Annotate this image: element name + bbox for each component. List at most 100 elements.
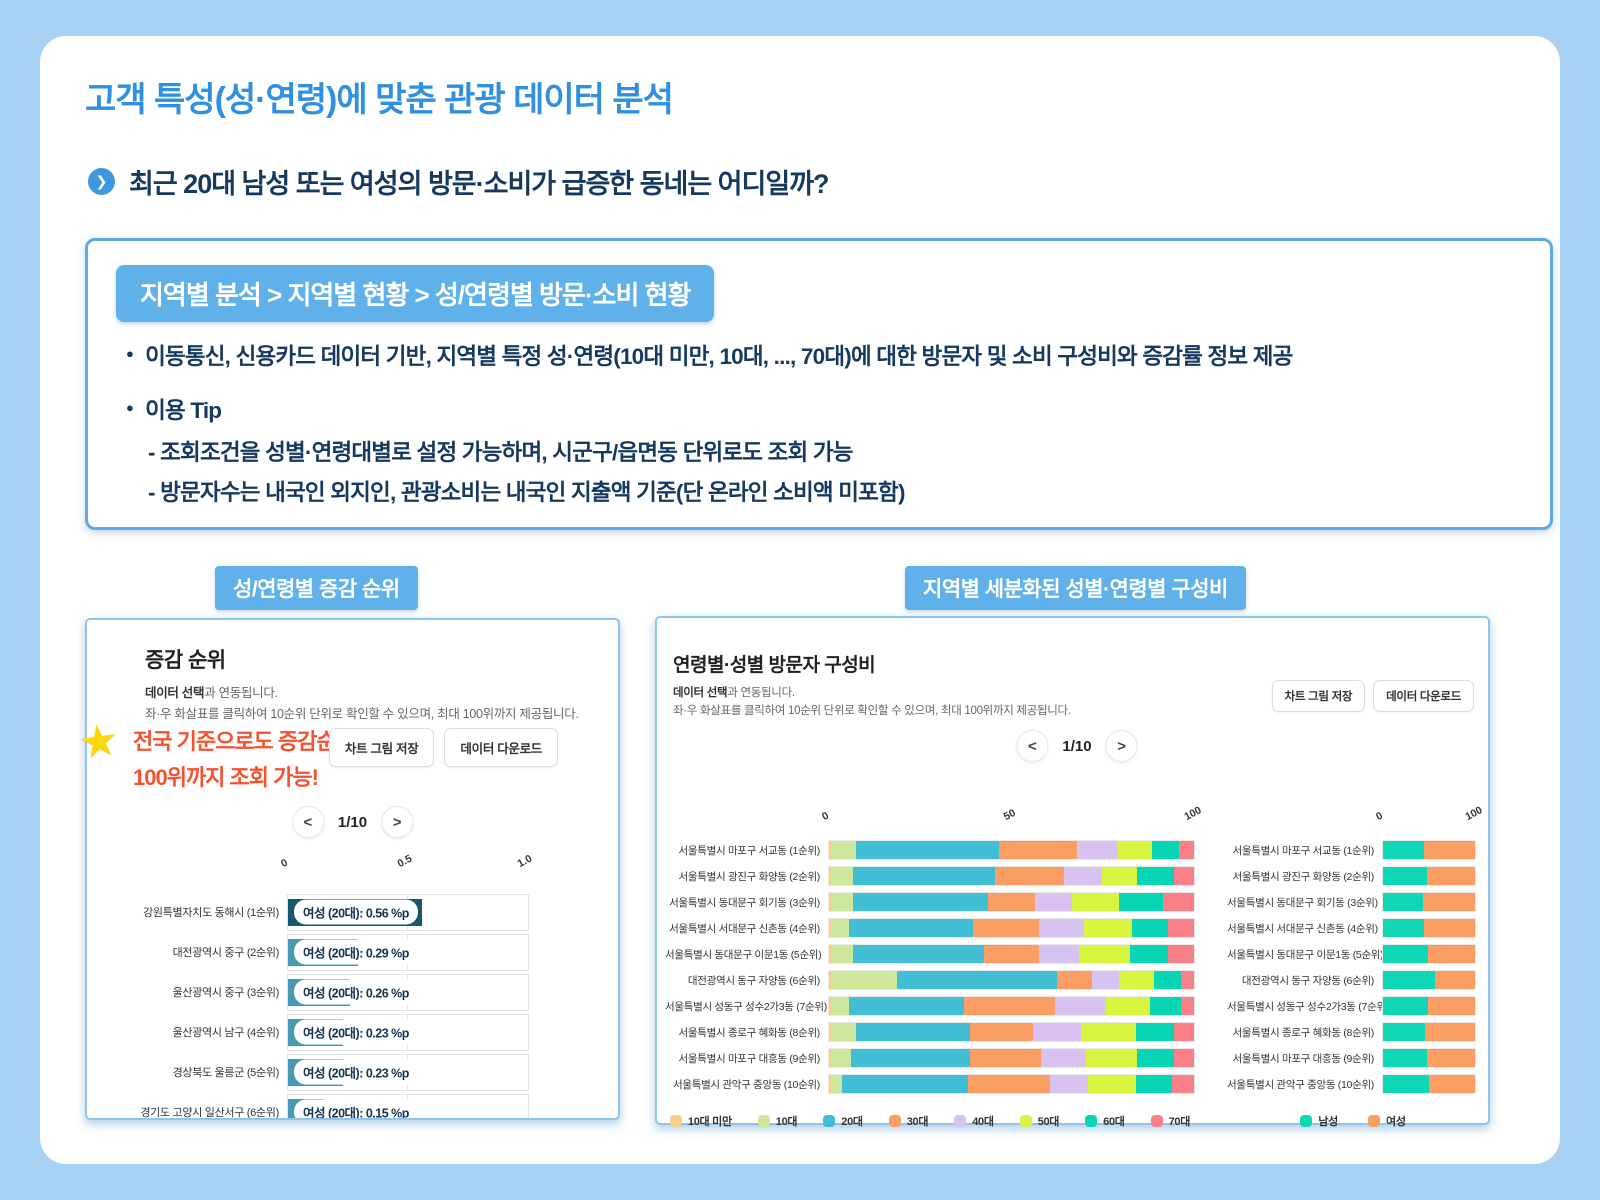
bar-segment bbox=[1181, 971, 1194, 989]
bar-segment bbox=[829, 997, 831, 1015]
legend-label: 10대 bbox=[775, 1116, 798, 1128]
region-label: 서울특별시 종로구 혜화동 (8순위) bbox=[678, 1026, 821, 1039]
bar-segment bbox=[829, 867, 831, 885]
bar-segment bbox=[830, 919, 850, 937]
bar-track: 여성 (20대): 0.23 %p bbox=[287, 1013, 529, 1051]
data-download-button[interactable]: 데이터 다운로드 bbox=[1373, 680, 1474, 712]
stacked-bar-track bbox=[828, 1048, 1195, 1068]
rank-axis: 0 0.5 1.0 bbox=[279, 850, 534, 870]
bar-segment bbox=[830, 945, 853, 963]
bar-segment bbox=[1173, 1023, 1194, 1041]
bar-segment bbox=[1425, 1023, 1475, 1041]
bar-segment bbox=[1383, 841, 1425, 859]
rank-panel: 증감 순위 데이터 선택과 연동됩니다. 좌·우 화살표를 클릭하여 10순위 … bbox=[76, 618, 620, 1120]
legend-item: 70대 bbox=[1150, 1113, 1190, 1129]
axis-tick: 1.0 bbox=[515, 852, 535, 870]
bar-segment bbox=[984, 945, 1039, 963]
bar-segment bbox=[969, 1049, 1041, 1067]
stacked-bar-row: 서울특별시 마포구 서교동 (1순위) bbox=[665, 837, 1195, 863]
rank-panel-title: 증감 순위 bbox=[145, 649, 226, 672]
next-page-button[interactable]: > bbox=[1105, 730, 1138, 762]
composition-panel-toolbar: 차트 그림 저장 데이터 다운로드 bbox=[1271, 680, 1474, 712]
axis-tick: 0.5 bbox=[395, 852, 415, 870]
bar-segment bbox=[1135, 1023, 1174, 1041]
bar-segment bbox=[1117, 841, 1152, 859]
stacked-bar-row: 서울특별시 성동구 성수2가3동 (7순위) bbox=[665, 993, 1195, 1019]
callout-line-2: 100위까지 조회 가능! bbox=[133, 765, 319, 790]
bar-segment bbox=[830, 997, 850, 1015]
bullet-text: 이용 Tip bbox=[145, 398, 222, 423]
bar-segment bbox=[1119, 893, 1163, 911]
bar-segment bbox=[1033, 1023, 1081, 1041]
bar-segment bbox=[1162, 893, 1194, 911]
bar-value-label: 여성 (20대): 0.15 %p bbox=[294, 1099, 418, 1118]
bar-row: 강원특별자치도 동해시 (1순위) 여성 (20대): 0.56 %p bbox=[117, 892, 592, 932]
star-icon: ★ bbox=[75, 714, 122, 769]
stacked-bar-track bbox=[1382, 944, 1476, 964]
bar-segment bbox=[964, 997, 1056, 1015]
legend-item: 20대 bbox=[823, 1113, 863, 1129]
prev-page-button[interactable]: < bbox=[291, 806, 324, 838]
bar-segment bbox=[1040, 1049, 1087, 1067]
legend-swatch bbox=[888, 1115, 901, 1127]
axis-tick: 0 bbox=[279, 856, 290, 870]
bar-segment bbox=[1428, 997, 1475, 1015]
region-label: 서울특별시 성동구 성수2가3동 (7순위) bbox=[665, 1000, 827, 1013]
stacked-bar-row: 서울특별시 서대문구 신촌동 (4순위) bbox=[1227, 915, 1479, 941]
composition-panel-title: 연령별·성별 방문자 구성비 bbox=[673, 655, 876, 676]
bar-track: 여성 (20대): 0.23 %p bbox=[287, 1053, 529, 1091]
axis-tick: 50 bbox=[1001, 806, 1018, 823]
legend-swatch bbox=[954, 1115, 967, 1127]
section-label-rank: 성/연령별 증감 순위 bbox=[215, 566, 418, 610]
stacked-bar-row: 서울특별시 종로구 혜화동 (8순위) bbox=[665, 1019, 1195, 1045]
bar-segment bbox=[829, 945, 831, 963]
bar-row: 울산광역시 중구 (3순위) 여성 (20대): 0.26 %p bbox=[117, 972, 592, 1012]
breadcrumb-badge: 지역별 분석 > 지역별 현황 > 성/연령별 방문·소비 현황 bbox=[116, 265, 715, 322]
bar-segment bbox=[1429, 1075, 1475, 1093]
bar-segment bbox=[1057, 971, 1092, 989]
legend-item: 40대 bbox=[954, 1113, 994, 1129]
stacked-bar-track bbox=[828, 996, 1195, 1016]
bar-track: 여성 (20대): 0.29 %p bbox=[287, 933, 529, 971]
bar-segment bbox=[1427, 1049, 1475, 1067]
bar-segment bbox=[1130, 945, 1169, 963]
bar-segment bbox=[856, 841, 999, 859]
legend-item: 10대 미만 bbox=[669, 1113, 732, 1129]
region-label: 대전광역시 중구 (2순위) bbox=[172, 947, 280, 959]
data-download-button[interactable]: 데이터 다운로드 bbox=[444, 728, 558, 767]
bar-segment bbox=[1173, 1049, 1194, 1067]
region-label: 서울특별시 광진구 화양동 (2순위) bbox=[678, 870, 821, 883]
legend-swatch bbox=[757, 1115, 770, 1127]
stacked-bar-row: 서울특별시 서대문구 신촌동 (4순위) bbox=[665, 915, 1195, 941]
chart-save-button[interactable]: 차트 그림 저장 bbox=[328, 728, 435, 767]
bar-segment bbox=[849, 919, 974, 937]
legend-item: 60대 bbox=[1085, 1113, 1125, 1129]
bar-segment bbox=[987, 893, 1036, 911]
desc-rest: 과 연동됩니다. bbox=[727, 687, 795, 699]
bar-segment bbox=[1423, 893, 1475, 911]
region-label: 대전광역시 동구 자양동 (6순위) bbox=[687, 974, 820, 987]
legend-swatch bbox=[669, 1115, 682, 1127]
chart-save-button[interactable]: 차트 그림 저장 bbox=[1271, 680, 1366, 712]
bar-segment bbox=[1427, 867, 1475, 885]
prev-page-button[interactable]: < bbox=[1016, 730, 1049, 762]
bar-segment bbox=[1071, 893, 1120, 911]
bar-segment bbox=[830, 971, 897, 989]
axis-tick: 100 bbox=[1463, 804, 1485, 823]
stacked-bar-track bbox=[1382, 1022, 1476, 1042]
composition-panel-desc2: 좌·우 화살표를 클릭하여 10순위 단위로 확인할 수 있으며, 최대 100… bbox=[673, 705, 1071, 717]
bar-segment bbox=[998, 841, 1078, 859]
region-label: 경기도 고양시 일산서구 (6순위) bbox=[140, 1107, 279, 1118]
bar-segment bbox=[1035, 893, 1072, 911]
bar-segment bbox=[830, 841, 857, 859]
legend-label: 50대 bbox=[1037, 1116, 1060, 1128]
stacked-bar-row: 서울특별시 관악구 중앙동 (10순위) bbox=[1227, 1071, 1479, 1097]
bar-segment bbox=[852, 867, 996, 885]
next-page-button[interactable]: > bbox=[381, 806, 414, 838]
legend-label: 60대 bbox=[1103, 1116, 1125, 1128]
rank-panel-desc: 데이터 선택과 연동됩니다. bbox=[145, 682, 278, 701]
legend-swatch bbox=[823, 1115, 836, 1127]
bar-segment bbox=[1038, 919, 1085, 937]
bar-segment bbox=[1151, 841, 1180, 859]
region-label: 울산광역시 중구 (3순위) bbox=[172, 987, 280, 999]
